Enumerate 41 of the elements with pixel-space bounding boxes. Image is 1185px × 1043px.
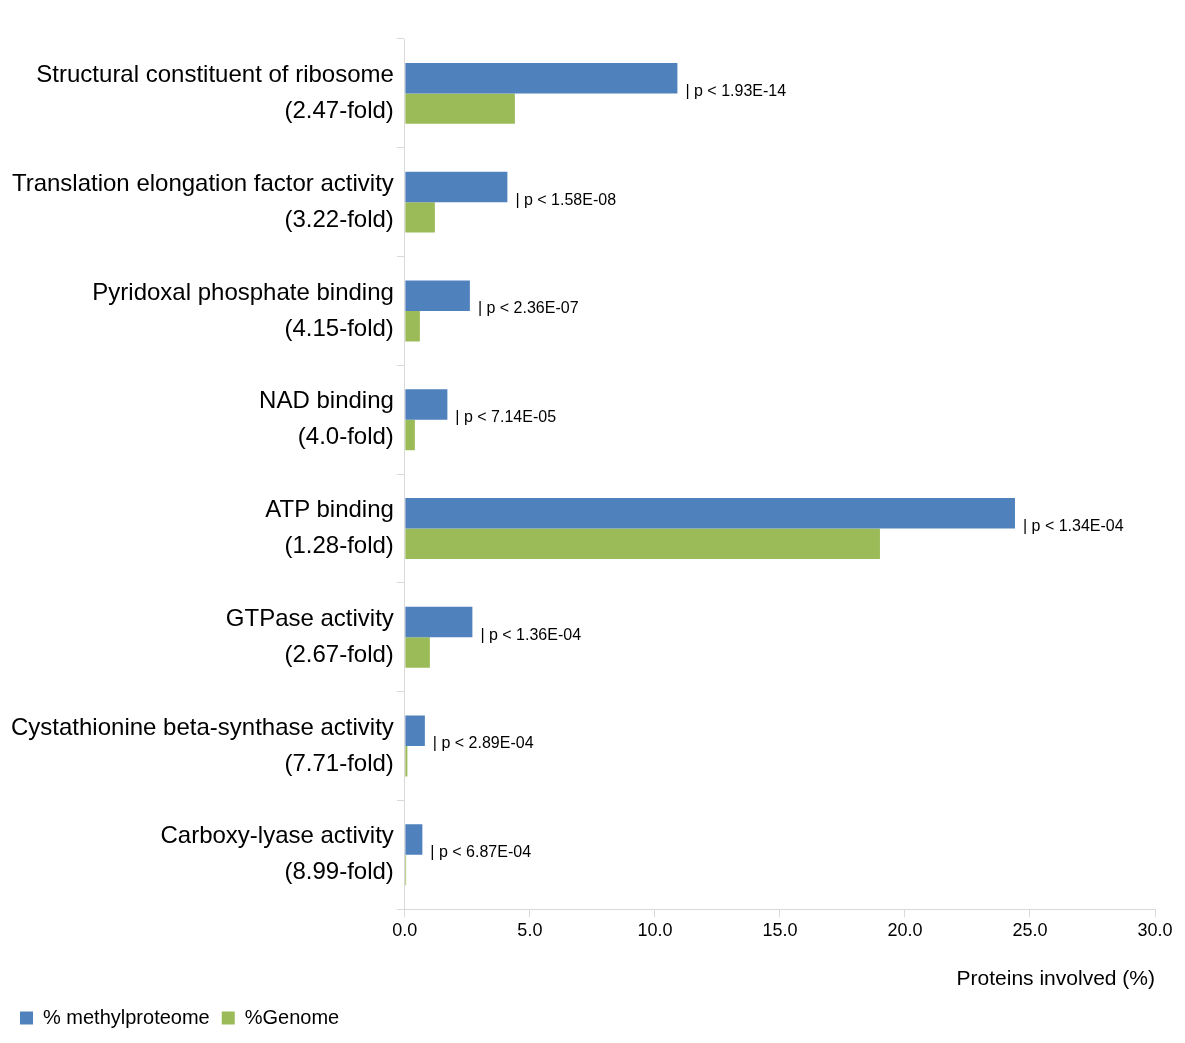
- annotation: | p < 1.58E-08: [515, 190, 617, 208]
- bar: [405, 715, 425, 747]
- legend-label: %Genome: [244, 1005, 340, 1028]
- bar: [405, 824, 423, 855]
- y-tick-label: Pyridoxal phosphate binding (4.15-fold): [92, 277, 394, 341]
- x-tick-label: 30.0: [1137, 919, 1173, 940]
- y-tick-label: Translation elongation factor activity (3.22-fold): [11, 168, 394, 232]
- x-tick-label: 10.0: [637, 919, 673, 940]
- legend-label: % methylproteome: [43, 1005, 210, 1028]
- x-tick-label: 5.0: [517, 919, 543, 940]
- bar: [405, 498, 1015, 529]
- annotation: | p < 7.14E-05: [455, 408, 557, 426]
- x-tick-label: 20.0: [887, 919, 923, 940]
- annotation: | p < 1.36E-04: [480, 625, 582, 643]
- bar: [405, 62, 678, 94]
- y-tick-label: GTPase activity (2.67-fold): [225, 603, 394, 667]
- y-tick-label: Structural constituent of ribosome (2.47-fold): [36, 60, 394, 124]
- bar: [405, 746, 408, 777]
- bar: [405, 310, 420, 342]
- x-tick-label: 0.0: [392, 919, 418, 940]
- y-tick-label: Cystathionine beta-synthase activity (7.71-fold): [10, 712, 394, 776]
- bar: [405, 528, 880, 559]
- x-tick-label: 25.0: [1012, 919, 1048, 940]
- bar: [405, 606, 473, 638]
- bar: [405, 389, 448, 420]
- bar: [405, 419, 415, 451]
- y-tick-label: NAD binding (4.0-fold): [259, 386, 394, 450]
- annotation: | p < 6.87E-04: [430, 843, 532, 861]
- x-tick-label: 15.0: [762, 919, 798, 940]
- bar: [405, 637, 430, 668]
- annotation: | p < 2.89E-04: [432, 734, 534, 752]
- annotation: | p < 1.93E-14: [685, 81, 787, 99]
- bar: [405, 280, 470, 311]
- y-tick-label: Carboxy-lyase activity (8.99-fold): [160, 821, 394, 885]
- bar: [405, 171, 508, 203]
- bar: [405, 93, 515, 124]
- annotation: | p < 1.34E-04: [1022, 516, 1124, 534]
- y-tick-label: ATP binding (1.28-fold): [265, 495, 394, 559]
- annotation: | p < 2.36E-07: [477, 299, 579, 317]
- bar: [405, 202, 435, 233]
- x-axis-title: Proteins involved (%): [956, 966, 1155, 990]
